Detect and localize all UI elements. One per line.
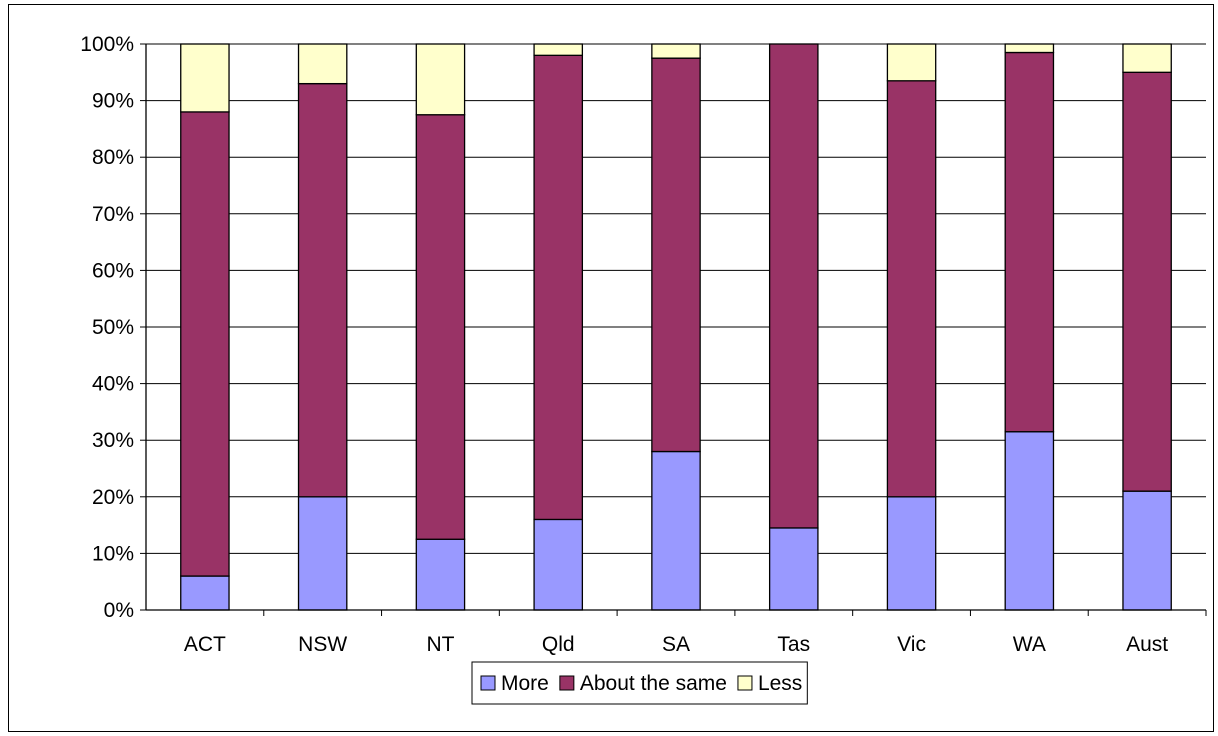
- bar-segment: [651, 57, 701, 453]
- bar-segment: [180, 575, 230, 611]
- bar-segment: [297, 43, 348, 85]
- bar-segment: [1004, 431, 1055, 611]
- bar-segment: [651, 43, 701, 59]
- bar-segment: [533, 518, 584, 611]
- y-tick-label: 70%: [92, 203, 134, 226]
- bar-segment: [415, 538, 466, 611]
- x-tick-label: SA: [662, 633, 690, 656]
- bars: [180, 43, 1172, 611]
- y-tick-label: 100%: [80, 33, 134, 56]
- bar-segment: [1122, 71, 1172, 492]
- legend-label: Less: [758, 672, 802, 695]
- y-tick-label: 0%: [104, 599, 134, 622]
- y-tick-label: 30%: [92, 429, 134, 452]
- bar-segment: [1004, 51, 1055, 433]
- legend-swatch: [480, 675, 496, 691]
- bar-segment: [533, 43, 584, 56]
- axes: [145, 44, 1206, 611]
- bar-segment: [651, 450, 701, 611]
- y-tick-label: 40%: [92, 373, 134, 396]
- bar-segment: [297, 496, 348, 611]
- bar-segment: [415, 43, 466, 116]
- y-tick-label: 90%: [92, 90, 134, 113]
- y-tick-label: 10%: [92, 542, 134, 565]
- y-tick-label: 60%: [92, 259, 134, 282]
- bar-segment: [415, 114, 466, 540]
- bar-segment: [886, 43, 937, 82]
- bar-segment: [180, 111, 230, 577]
- bar-segment: [180, 43, 230, 113]
- y-tick-label: 50%: [92, 316, 134, 339]
- y-tick-label: 20%: [92, 486, 134, 509]
- x-tick-label: Qld: [542, 633, 575, 656]
- legend-label: About the same: [580, 672, 727, 695]
- y-axis-tick-labels: 0% 10% 20% 30% 40% 50% 60% 70% 80% 90% 100%: [80, 33, 134, 622]
- x-tick-label: Aust: [1126, 633, 1168, 656]
- bar-segment: [768, 43, 819, 529]
- bar-segment: [297, 82, 348, 498]
- bar-segment: [1122, 43, 1172, 73]
- y-tick-label: 80%: [92, 146, 134, 169]
- legend-swatch: [737, 675, 753, 691]
- x-tick-label: Vic: [897, 633, 926, 656]
- bar-segment: [886, 496, 937, 611]
- bar-segment: [1004, 43, 1055, 54]
- legend-swatch: [559, 675, 575, 691]
- bar-segment: [1122, 490, 1172, 611]
- x-tick-label: NT: [426, 633, 454, 656]
- bar-segment: [768, 527, 819, 611]
- x-tick-label: Tas: [777, 633, 810, 656]
- x-tick-label: WA: [1013, 633, 1046, 656]
- legend-label: More: [501, 672, 549, 695]
- x-tick-label: NSW: [298, 633, 347, 656]
- x-axis-tick-labels: ACT NSW NT Qld SA Tas Vic WA Aust: [184, 633, 1168, 656]
- bar-segment: [886, 80, 937, 498]
- legend: More About the same Less: [471, 661, 808, 705]
- x-tick-label: ACT: [184, 633, 226, 656]
- bar-segment: [533, 54, 584, 521]
